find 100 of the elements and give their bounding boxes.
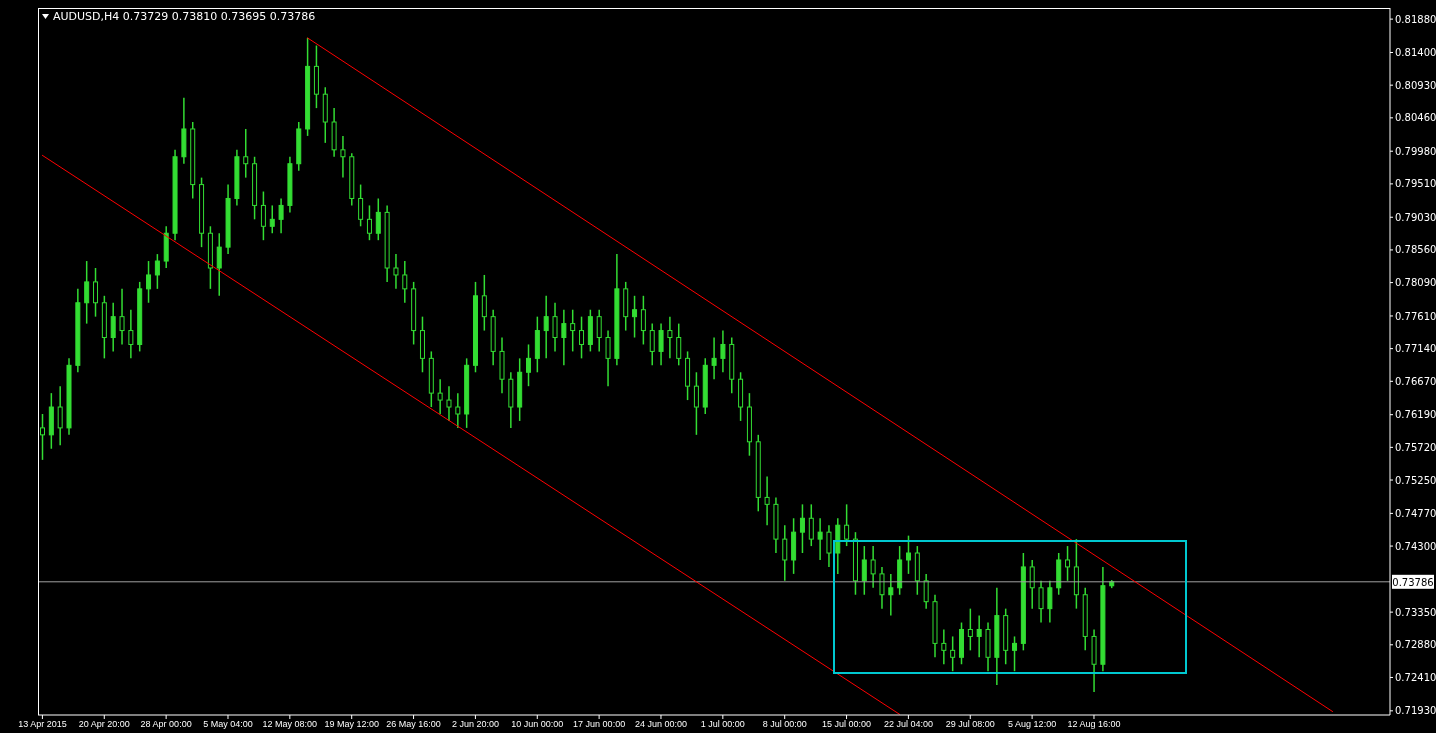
x-tick-label: 28 Apr 00:00 <box>140 719 192 730</box>
candlestick <box>57 385 63 447</box>
candlestick <box>782 524 788 582</box>
y-tick-label: 0.75250 <box>1395 474 1436 486</box>
candlestick <box>1038 580 1044 624</box>
candlestick <box>1029 559 1035 610</box>
candlestick <box>543 295 549 360</box>
candlestick <box>481 274 487 332</box>
candlestick <box>340 135 346 179</box>
candlestick <box>128 308 134 360</box>
candlestick <box>40 413 45 461</box>
candlestick <box>243 128 249 179</box>
y-tick-label: 0.80930 <box>1395 79 1436 91</box>
y-tick-label: 0.77610 <box>1395 310 1436 322</box>
candlestick <box>446 385 452 422</box>
x-tick-label: 12 Aug 16:00 <box>1067 719 1121 730</box>
x-tick-label: 12 May 08:00 <box>262 719 318 730</box>
candlestick <box>260 190 266 241</box>
x-tick-label: 15 Jul 00:00 <box>822 719 872 730</box>
candlestick <box>693 371 699 436</box>
candlestick <box>570 308 576 353</box>
candlestick <box>84 260 90 325</box>
y-tick-label: 0.79980 <box>1395 145 1436 157</box>
y-tick-label: 0.71930 <box>1395 705 1436 717</box>
candlestick <box>879 566 885 610</box>
candlestick <box>950 635 956 672</box>
candlestick <box>561 308 567 367</box>
candlestick <box>649 322 655 367</box>
ref-line-label: 0.73786 <box>1392 576 1434 588</box>
candlestick <box>799 503 805 554</box>
candlestick <box>676 322 682 367</box>
x-tick-label: 20 Apr 20:00 <box>78 719 130 730</box>
candlestick <box>667 315 673 360</box>
candlestick <box>605 329 611 387</box>
candlestick <box>119 288 125 346</box>
y-tick-label: 0.74770 <box>1395 507 1436 519</box>
candlestick <box>764 475 770 526</box>
y-tick-label: 0.75720 <box>1395 441 1436 453</box>
x-tick-label: 24 Jun 00:00 <box>634 719 687 730</box>
x-tick-label: 13 Apr 2015 <box>18 719 67 730</box>
candlestick <box>844 503 850 547</box>
y-tick-label: 0.76190 <box>1395 409 1436 421</box>
candlestick <box>278 197 284 234</box>
y-tick-label: 0.72410 <box>1395 672 1436 684</box>
candlestick <box>216 232 222 297</box>
candlestick <box>596 308 602 353</box>
candlestick <box>711 336 717 380</box>
candlestick <box>366 204 372 241</box>
x-tick-label: 26 May 16:00 <box>386 719 441 730</box>
candlestick <box>393 253 399 290</box>
candlestick <box>93 267 99 318</box>
y-tick-label: 0.80460 <box>1395 112 1436 124</box>
y-tick-label: 0.78560 <box>1395 244 1436 256</box>
candlestick <box>888 573 894 617</box>
candlestick <box>1065 545 1071 582</box>
x-tick-label: 19 May 12:00 <box>324 719 379 730</box>
candlestick <box>552 302 558 353</box>
x-tick-label: 1 Jul 00:00 <box>700 719 745 730</box>
candlestick <box>437 378 443 415</box>
candlestick <box>358 183 364 228</box>
candlestick <box>1012 635 1018 672</box>
candlestick <box>808 503 814 547</box>
candlestick <box>1047 580 1053 624</box>
y-tick-label: 0.77140 <box>1395 343 1436 355</box>
candlestick <box>632 295 638 339</box>
candlestick <box>967 607 973 652</box>
candlestick <box>526 343 532 387</box>
y-tick-label: 0.74300 <box>1395 540 1436 552</box>
candlestick <box>658 322 664 367</box>
candlestick <box>455 392 461 429</box>
x-tick-label: 22 Jul 04:00 <box>883 719 933 730</box>
candlestick <box>146 260 152 304</box>
candlestick <box>110 302 116 353</box>
candlestick <box>941 628 947 665</box>
candlestick <box>269 204 275 234</box>
x-tick-label: 5 May 04:00 <box>203 719 253 730</box>
x-tick-label: 17 Jun 00:00 <box>573 719 626 730</box>
y-tick-label: 0.81400 <box>1395 47 1436 59</box>
candlestick <box>826 524 832 568</box>
x-tick-label: 2 Jun 20:00 <box>451 719 499 730</box>
candlestick <box>870 545 876 589</box>
y-tick-label: 0.81880 <box>1395 13 1436 25</box>
candlestick <box>402 260 408 304</box>
x-tick-label: 29 Jul 08:00 <box>945 719 995 730</box>
y-tick-label: 0.72880 <box>1395 639 1436 651</box>
y-tick-label: 0.78090 <box>1395 277 1436 289</box>
chart-title: AUDUSD,H4 0.73729 0.73810 0.73695 0.73786 <box>53 10 316 23</box>
y-tick-label: 0.76670 <box>1395 375 1436 387</box>
x-tick-label: 8 Jul 00:00 <box>762 719 807 730</box>
candlestick <box>720 329 726 374</box>
candlestick <box>976 614 982 659</box>
candlestick <box>579 315 585 360</box>
candlestick <box>375 197 381 241</box>
y-tick-label: 0.79510 <box>1395 178 1436 190</box>
candlestick <box>640 295 646 346</box>
x-tick-label: 10 Jun 00:00 <box>511 719 564 730</box>
candlestick <box>905 534 911 575</box>
y-tick-label: 0.73350 <box>1395 606 1436 618</box>
candlestick <box>923 573 929 610</box>
y-tick-label: 0.79030 <box>1395 211 1436 223</box>
